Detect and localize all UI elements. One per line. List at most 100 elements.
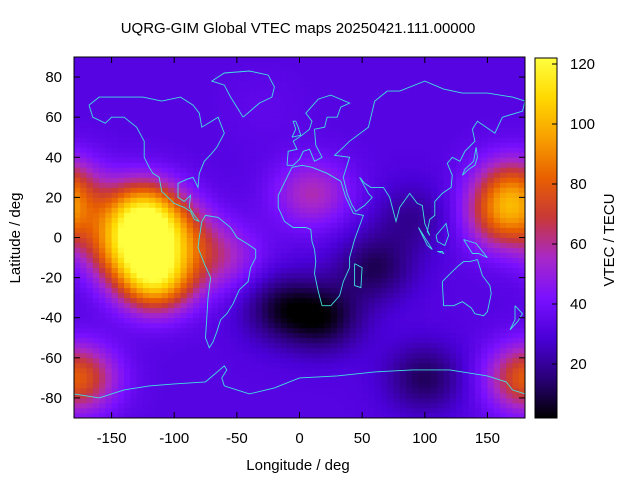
heat-cell xyxy=(443,157,451,163)
heat-cell xyxy=(405,122,413,128)
heat-cell xyxy=(387,272,394,279)
heat-cell xyxy=(506,287,513,294)
heat-cell xyxy=(374,257,382,263)
heat-cell xyxy=(161,167,169,173)
heat-cell xyxy=(393,167,401,173)
heat-cell xyxy=(424,397,432,404)
heat-cell xyxy=(111,322,119,329)
heat-cell xyxy=(124,82,131,88)
heat-cell xyxy=(449,232,457,238)
heat-cell xyxy=(286,92,294,98)
heat-cell xyxy=(99,252,106,258)
heat-cell xyxy=(299,137,307,143)
heat-cell xyxy=(355,272,363,279)
heat-cell xyxy=(224,377,231,384)
heat-cell xyxy=(355,322,363,329)
heat-cell xyxy=(193,387,200,394)
heat-cell xyxy=(368,347,376,354)
heat-cell xyxy=(211,407,219,414)
heat-cell xyxy=(368,257,376,263)
heat-cell xyxy=(462,132,470,138)
heat-cell xyxy=(431,312,438,319)
heat-cell xyxy=(249,257,257,263)
heat-cell xyxy=(124,342,131,349)
heat-cell xyxy=(167,82,175,88)
heat-cell xyxy=(362,352,369,359)
heat-cell xyxy=(249,102,257,108)
heat-cell xyxy=(499,182,507,188)
heat-cell xyxy=(481,327,488,334)
heat-cell xyxy=(86,147,94,153)
heat-cell xyxy=(105,162,112,168)
heat-cell xyxy=(105,202,112,208)
heat-cell xyxy=(506,182,513,188)
heat-cell xyxy=(399,77,407,83)
heat-cell xyxy=(443,357,451,364)
heat-cell xyxy=(230,197,238,203)
heat-cell xyxy=(193,312,200,319)
heat-cell xyxy=(124,182,131,188)
heat-cell xyxy=(155,272,163,279)
heat-cell xyxy=(437,382,444,389)
heat-cell xyxy=(405,212,413,218)
heat-cell xyxy=(305,247,313,253)
heat-cell xyxy=(330,107,338,113)
heat-cell xyxy=(261,122,269,128)
heat-cell xyxy=(186,92,194,98)
heat-cell xyxy=(111,347,119,354)
heat-cell xyxy=(462,397,470,404)
heat-cell xyxy=(186,257,194,263)
heat-cell xyxy=(161,92,169,98)
heat-cell xyxy=(418,332,426,339)
heat-cell xyxy=(393,312,401,319)
heat-cell xyxy=(268,197,275,203)
heat-cell xyxy=(155,92,163,98)
heat-cell xyxy=(493,162,501,168)
heat-cell xyxy=(142,227,150,233)
heat-cell xyxy=(186,392,194,399)
heat-cell xyxy=(86,317,94,324)
heat-cell xyxy=(243,102,250,108)
heat-cell xyxy=(124,312,131,319)
heat-cell xyxy=(199,182,206,188)
heat-cell xyxy=(142,142,150,148)
heat-cell xyxy=(449,132,457,138)
heat-cell xyxy=(474,237,482,243)
heat-cell xyxy=(330,102,338,108)
heat-cell xyxy=(399,92,407,98)
heat-cell xyxy=(474,232,482,238)
heat-cell xyxy=(99,182,106,188)
heat-cell xyxy=(424,367,432,374)
heat-cell xyxy=(199,267,206,273)
heat-cell xyxy=(405,252,413,258)
heat-cell xyxy=(399,117,407,123)
heat-cell xyxy=(330,407,338,414)
heat-cell xyxy=(487,112,495,118)
heat-cell xyxy=(142,187,150,193)
heat-cell xyxy=(487,152,495,158)
heat-cell xyxy=(155,112,163,118)
heat-cell xyxy=(224,362,231,369)
heat-cell xyxy=(180,382,188,389)
heat-cell xyxy=(286,362,294,369)
heat-cell xyxy=(312,397,319,404)
heat-cell xyxy=(199,342,206,349)
heat-cell xyxy=(387,237,394,243)
heat-cell xyxy=(343,107,351,113)
heat-cell xyxy=(99,172,106,178)
heat-cell xyxy=(324,262,332,268)
heat-cell xyxy=(368,162,376,168)
heat-cell xyxy=(205,237,213,243)
heat-cell xyxy=(117,337,125,344)
heat-cell xyxy=(424,87,432,93)
heat-cell xyxy=(349,252,357,258)
heat-cell xyxy=(512,272,520,279)
heat-cell xyxy=(468,182,476,188)
heat-cell xyxy=(293,312,300,319)
heat-cell xyxy=(74,202,81,208)
heat-cell xyxy=(380,327,388,334)
heat-cell xyxy=(499,232,507,238)
heat-cell xyxy=(380,407,388,414)
heat-cell xyxy=(211,67,219,73)
heat-cell xyxy=(274,107,282,113)
